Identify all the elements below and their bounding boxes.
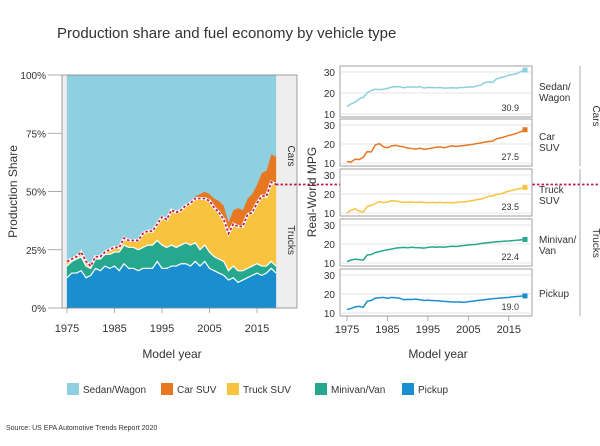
y-tick-label: 10	[324, 209, 336, 220]
last-point-carsuv	[522, 127, 528, 133]
y-tick-label: 30	[324, 121, 336, 132]
y-tick-label: 10	[324, 159, 336, 170]
legend-swatch-minivan	[315, 383, 327, 395]
panel-name-trucksuv: Truck SUV	[539, 185, 565, 207]
y-tick-label: 10	[324, 309, 336, 320]
legend-label-carsuv: Car SUV	[177, 385, 217, 396]
last-value-label: 23.5	[501, 202, 519, 212]
last-point-trucksuv	[522, 184, 528, 190]
x-tick-label: 2015	[497, 324, 521, 336]
y-tick-label: 10	[324, 110, 336, 121]
y-tick-label: 20	[324, 290, 336, 301]
mpg-line-carsuv	[346, 129, 526, 163]
cars-label: Cars	[285, 145, 296, 166]
y-tick-label: 20	[324, 140, 336, 151]
panel-name-line: Truck	[539, 185, 565, 196]
y-tick-label: 30	[324, 68, 336, 79]
panel-name-line: Pickup	[539, 289, 569, 300]
last-point-pickup	[522, 293, 528, 299]
production-share-chart: 0% 25% 50% 75% 100% 1975 1985 1995 2005 2015 Model…	[6, 71, 599, 361]
last-value-label: 22.4	[501, 252, 519, 262]
mpg-line-trucksuv	[346, 186, 526, 214]
separator-minivan	[66, 239, 277, 272]
panel-name-line: Minivan/	[539, 235, 576, 246]
legend-label-trucksuv: Truck SUV	[243, 385, 291, 396]
panel-frame-minivan	[339, 218, 533, 267]
cars-trucks-divider	[66, 180, 277, 268]
panel-name-line: Sedan/	[539, 82, 571, 93]
last-point-minivan	[522, 236, 528, 242]
panel-name-line: SUV	[539, 143, 560, 154]
y-tick-label: 100%	[20, 71, 46, 82]
y-tick-label: 50%	[26, 188, 46, 199]
panel-name-carsuv: Car SUV	[539, 132, 560, 154]
legend-label-minivan: Minivan/Van	[331, 385, 385, 396]
legend-label-pickup: Pickup	[418, 385, 448, 396]
y-tick-label: 20	[324, 190, 336, 201]
chart-legend: Sedan/Wagon Car SUV Truck SUV Minivan/Van Pi…	[67, 383, 448, 396]
panel-name-line: Van	[539, 246, 556, 257]
x-tick-label: 1985	[102, 323, 126, 335]
x-tick-label: 1995	[416, 324, 440, 336]
mpg-line-minivan	[346, 238, 526, 263]
last-value-label: 30.9	[501, 103, 519, 113]
y-axis-label: Production Share	[6, 145, 20, 238]
y-tick-label: 0%	[32, 304, 47, 315]
fuel-economy-chart: 10 20 30 30.9 10 20 30 27.5 10 20 30 23.5 10 20 30 22.4…	[305, 65, 600, 361]
panel-name-pickup: Pickup	[539, 289, 569, 300]
x-axis-label: Model year	[142, 347, 201, 361]
y-tick-label: 20	[324, 89, 336, 100]
panel-name-line: SUV	[539, 196, 560, 207]
last-value-label: 19.0	[501, 302, 519, 312]
x-axis-label: Model year	[408, 347, 467, 361]
panel-name-line: Car	[539, 132, 556, 143]
x-tick-label: 1975	[55, 323, 79, 335]
y-tick-label: 30	[324, 271, 336, 282]
trucks-label: Trucks	[285, 225, 296, 255]
x-tick-label: 1985	[375, 324, 399, 336]
y-tick-label: 25%	[26, 246, 46, 257]
panel-name-minivan: Minivan/Van	[539, 235, 576, 257]
y-tick-label: 30	[324, 221, 336, 232]
x-tick-label: 2015	[245, 323, 269, 335]
x-tick-label: 1975	[335, 324, 359, 336]
source-note: Source: US EPA Automotive Trends Report …	[6, 425, 158, 432]
mpg-line-sedan	[346, 69, 526, 108]
trucks-group-label: Trucks	[590, 228, 600, 258]
x-tick-label: 2005	[197, 323, 221, 335]
separator-pickup	[66, 260, 277, 284]
legend-label-sedan: Sedan/Wagon	[83, 385, 146, 396]
y-tick-label: 20	[324, 240, 336, 251]
mpg-line-pickup	[346, 295, 526, 311]
chart-title: Production share and fuel economy by veh…	[57, 25, 397, 42]
y-tick-label: 30	[324, 171, 336, 182]
y-tick-label: 75%	[26, 129, 46, 140]
cars-group-label: Cars	[590, 105, 600, 126]
panel-name-line: Wagon	[539, 93, 570, 104]
x-tick-label: 1995	[150, 323, 174, 335]
last-point-sedan	[522, 67, 528, 73]
legend-swatch-sedan	[67, 383, 79, 395]
legend-swatch-trucksuv	[227, 383, 239, 395]
panel-frame-pickup	[339, 268, 533, 317]
x-tick-label: 2005	[456, 324, 480, 336]
panel-frame-sedan	[339, 65, 533, 118]
legend-swatch-carsuv	[161, 383, 173, 395]
y-tick-label: 10	[324, 259, 336, 270]
panel-name-sedan: Sedan/Wagon	[539, 82, 571, 104]
panel-frame-trucksuv	[339, 168, 533, 217]
legend-swatch-pickup	[402, 383, 414, 395]
last-value-label: 27.5	[501, 152, 519, 162]
y-axis-label: Real-World MPG	[305, 147, 319, 237]
panel-frame-carsuv	[339, 118, 533, 167]
